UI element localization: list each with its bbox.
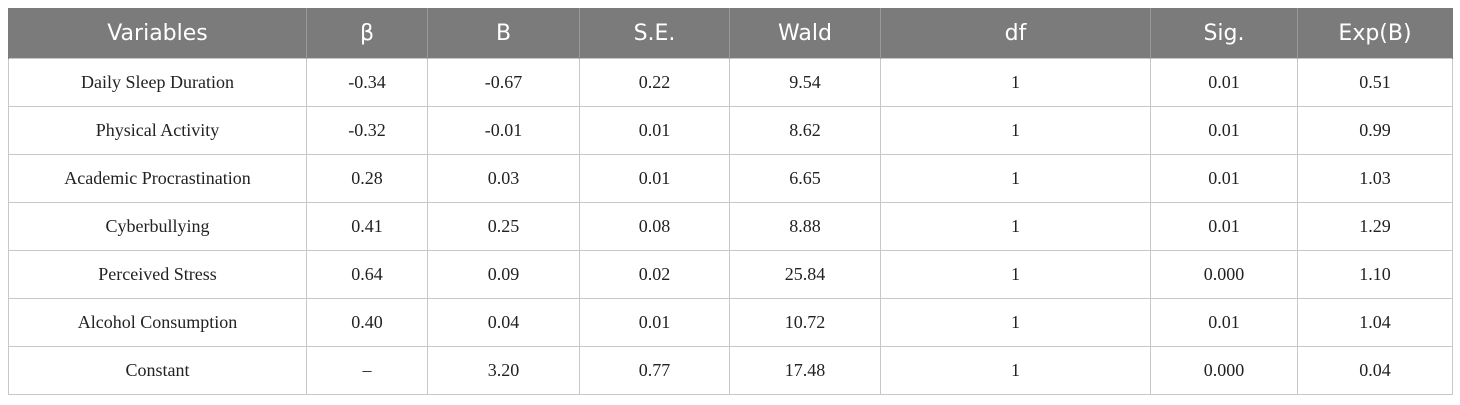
cell-se: 0.01 xyxy=(579,298,730,347)
cell-df: 1 xyxy=(880,346,1151,395)
cell-beta: 0.64 xyxy=(306,250,428,299)
cell-se: 0.01 xyxy=(579,106,730,155)
cell-sig: 0.01 xyxy=(1150,154,1298,203)
table-row: Physical Activity -0.32 -0.01 0.01 8.62 … xyxy=(8,106,1453,155)
cell-variable: Perceived Stress xyxy=(8,250,307,299)
cell-df: 1 xyxy=(880,154,1151,203)
cell-sig: 0.01 xyxy=(1150,106,1298,155)
header-expb: Exp(B) xyxy=(1297,8,1453,59)
cell-wald: 6.65 xyxy=(729,154,881,203)
header-wald: Wald xyxy=(729,8,881,59)
table-row: Academic Procrastination 0.28 0.03 0.01 … xyxy=(8,154,1453,203)
cell-beta: 0.28 xyxy=(306,154,428,203)
cell-sig: 0.000 xyxy=(1150,250,1298,299)
table-row: Perceived Stress 0.64 0.09 0.02 25.84 1 … xyxy=(8,250,1453,299)
cell-b: -0.67 xyxy=(427,58,580,107)
cell-se: 0.02 xyxy=(579,250,730,299)
cell-expb: 1.29 xyxy=(1297,202,1453,251)
header-sig: Sig. xyxy=(1150,8,1298,59)
cell-b: 0.09 xyxy=(427,250,580,299)
cell-beta: 0.40 xyxy=(306,298,428,347)
cell-wald: 10.72 xyxy=(729,298,881,347)
cell-beta: 0.41 xyxy=(306,202,428,251)
cell-expb: 1.10 xyxy=(1297,250,1453,299)
cell-b: -0.01 xyxy=(427,106,580,155)
cell-variable: Constant xyxy=(8,346,307,395)
cell-df: 1 xyxy=(880,298,1151,347)
cell-wald: 17.48 xyxy=(729,346,881,395)
header-row: Variables β B S.E. Wald df Sig. Exp(B) xyxy=(8,8,1453,59)
cell-b: 0.03 xyxy=(427,154,580,203)
table-row: Daily Sleep Duration -0.34 -0.67 0.22 9.… xyxy=(8,58,1453,107)
cell-expb: 1.04 xyxy=(1297,298,1453,347)
header-beta: β xyxy=(306,8,428,59)
cell-se: 0.22 xyxy=(579,58,730,107)
cell-variable: Daily Sleep Duration xyxy=(8,58,307,107)
cell-b: 0.04 xyxy=(427,298,580,347)
cell-wald: 8.88 xyxy=(729,202,881,251)
cell-b: 0.25 xyxy=(427,202,580,251)
cell-sig: 0.000 xyxy=(1150,346,1298,395)
cell-expb: 0.99 xyxy=(1297,106,1453,155)
table-header: Variables β B S.E. Wald df Sig. Exp(B) xyxy=(8,8,1453,59)
regression-table-container: Variables β B S.E. Wald df Sig. Exp(B) D… xyxy=(8,8,1453,395)
cell-se: 0.01 xyxy=(579,154,730,203)
cell-wald: 25.84 xyxy=(729,250,881,299)
cell-b: 3.20 xyxy=(427,346,580,395)
cell-expb: 0.51 xyxy=(1297,58,1453,107)
cell-df: 1 xyxy=(880,250,1151,299)
regression-table: Variables β B S.E. Wald df Sig. Exp(B) D… xyxy=(8,8,1453,395)
table-body: Daily Sleep Duration -0.34 -0.67 0.22 9.… xyxy=(8,58,1453,395)
cell-df: 1 xyxy=(880,202,1151,251)
cell-variable: Cyberbullying xyxy=(8,202,307,251)
cell-se: 0.08 xyxy=(579,202,730,251)
cell-df: 1 xyxy=(880,106,1151,155)
cell-sig: 0.01 xyxy=(1150,58,1298,107)
header-b: B xyxy=(427,8,580,59)
cell-wald: 8.62 xyxy=(729,106,881,155)
table-row: Constant – 3.20 0.77 17.48 1 0.000 0.04 xyxy=(8,346,1453,395)
cell-expb: 1.03 xyxy=(1297,154,1453,203)
cell-beta: -0.32 xyxy=(306,106,428,155)
cell-variable: Alcohol Consumption xyxy=(8,298,307,347)
cell-se: 0.77 xyxy=(579,346,730,395)
table-row: Cyberbullying 0.41 0.25 0.08 8.88 1 0.01… xyxy=(8,202,1453,251)
header-variables: Variables xyxy=(8,8,307,59)
cell-wald: 9.54 xyxy=(729,58,881,107)
header-se: S.E. xyxy=(579,8,730,59)
cell-variable: Physical Activity xyxy=(8,106,307,155)
cell-expb: 0.04 xyxy=(1297,346,1453,395)
cell-sig: 0.01 xyxy=(1150,298,1298,347)
cell-beta: -0.34 xyxy=(306,58,428,107)
cell-df: 1 xyxy=(880,58,1151,107)
table-row: Alcohol Consumption 0.40 0.04 0.01 10.72… xyxy=(8,298,1453,347)
header-df: df xyxy=(880,8,1151,59)
cell-sig: 0.01 xyxy=(1150,202,1298,251)
cell-beta: – xyxy=(306,346,428,395)
cell-variable: Academic Procrastination xyxy=(8,154,307,203)
